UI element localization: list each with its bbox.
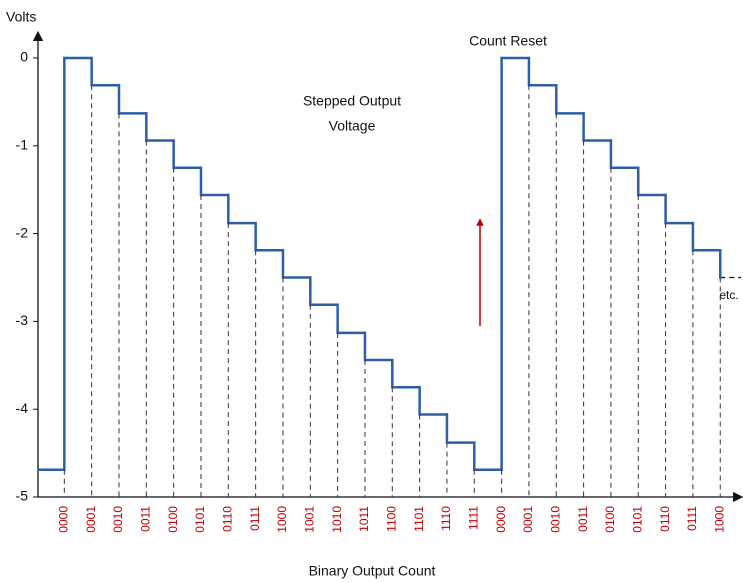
y-tick-label: -2	[16, 224, 29, 240]
x-tick-label: 1000	[712, 506, 726, 533]
x-tick-label: 1110	[439, 506, 453, 531]
x-tick-label: 0011	[576, 506, 590, 532]
x-tick-label: 0101	[630, 506, 644, 533]
x-tick-label: 1010	[330, 506, 344, 533]
x-tick-label: 0111	[685, 506, 699, 531]
x-tick-label: 1111	[466, 506, 480, 530]
x-tick-label: 0000	[494, 506, 508, 533]
x-tick-label: 0001	[84, 506, 98, 533]
x-tick-label: 1001	[302, 506, 316, 533]
x-tick-label: 0001	[521, 506, 535, 533]
x-axis-label: Binary Output Count	[309, 563, 436, 579]
x-tick-label: 0111	[248, 506, 262, 531]
annotation: etc.	[719, 288, 738, 302]
y-tick-label: 0	[20, 49, 28, 65]
x-tick-label: 0100	[603, 506, 617, 533]
x-tick-label: 0110	[658, 506, 672, 532]
y-axis-label: Volts	[6, 9, 36, 25]
x-tick-label: 1101	[412, 506, 426, 532]
x-tick-label: 0100	[166, 506, 180, 533]
annotation: Count Reset	[469, 33, 547, 49]
y-tick-label: -5	[16, 488, 29, 504]
annotation: Voltage	[329, 118, 376, 134]
y-tick-label: -3	[16, 312, 29, 328]
x-tick-label: 1100	[384, 506, 398, 532]
y-tick-label: -4	[16, 400, 29, 416]
x-tick-label: 0000	[57, 506, 71, 533]
x-tick-label: 0011	[138, 506, 152, 532]
y-tick-label: -1	[16, 137, 29, 153]
x-tick-label: 0010	[111, 506, 125, 533]
x-tick-label: 1011	[357, 506, 371, 532]
x-tick-label: 0010	[548, 506, 562, 533]
x-tick-label: 0101	[193, 506, 207, 533]
x-tick-label: 1000	[275, 506, 289, 533]
x-tick-label: 0110	[220, 506, 234, 532]
annotation: Stepped Output	[303, 93, 401, 109]
